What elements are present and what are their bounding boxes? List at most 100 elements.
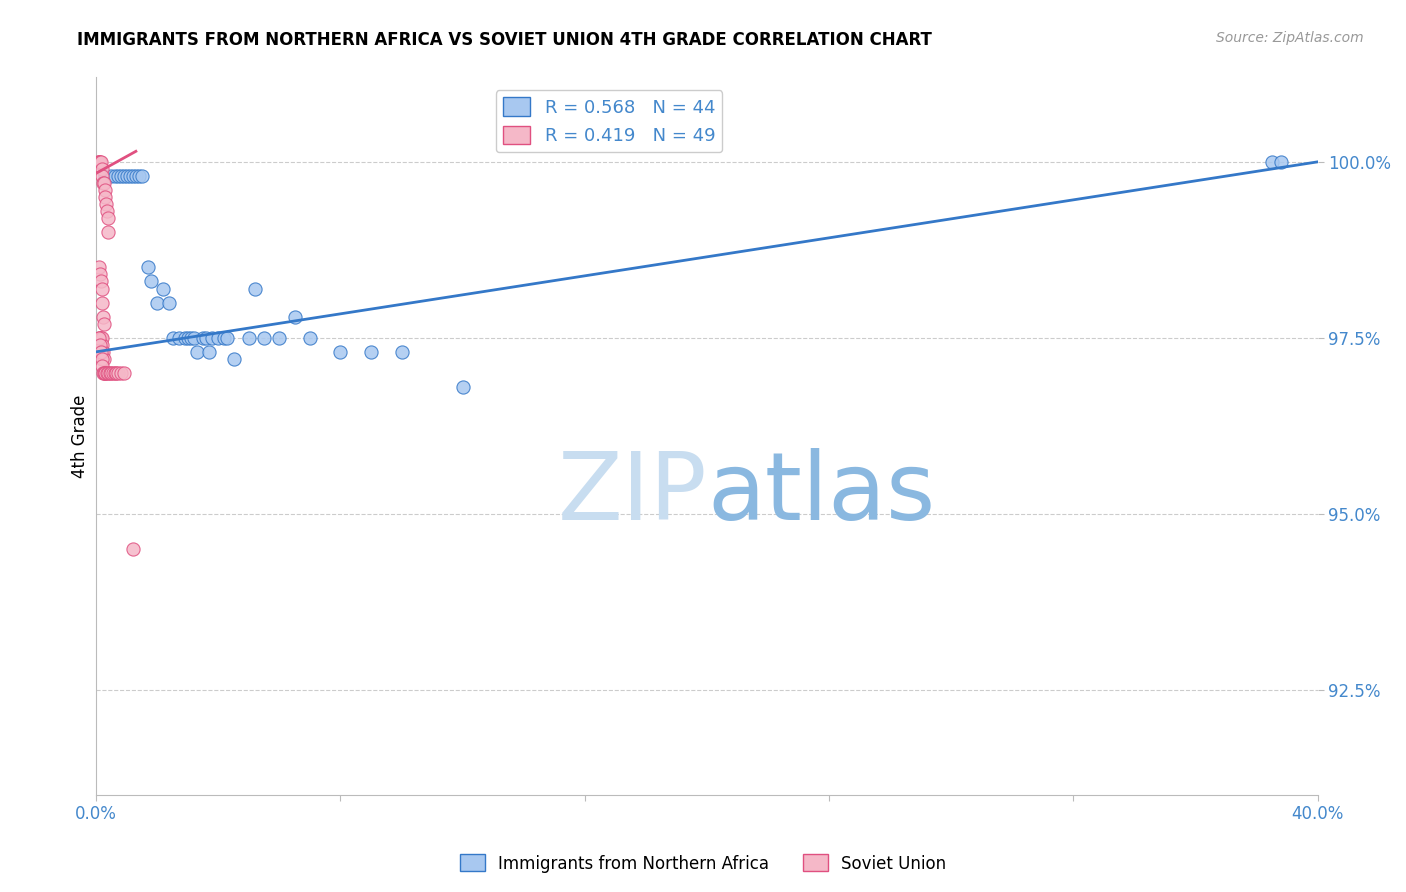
Point (89, 268, 111, 282)
Point (94, 169, 117, 183)
Point (103, 169, 125, 183)
Point (90, 344, 112, 359)
Point (121, 169, 143, 183)
Point (89, 331, 111, 345)
Text: IMMIGRANTS FROM NORTHERN AFRICA VS SOVIET UNION 4TH GRADE CORRELATION CHART: IMMIGRANTS FROM NORTHERN AFRICA VS SOVIE… (77, 31, 932, 49)
Point (96, 366, 118, 380)
Point (128, 169, 150, 183)
Point (91, 359, 114, 373)
Point (110, 169, 132, 183)
Point (391, 344, 413, 359)
Point (217, 331, 239, 345)
Point (90, 275, 112, 289)
Point (183, 331, 205, 345)
Point (451, 380, 474, 394)
Point (97, 366, 120, 380)
Point (105, 366, 128, 380)
Point (112, 366, 135, 380)
Point (86, 154, 108, 169)
Legend: Immigrants from Northern Africa, Soviet Union: Immigrants from Northern Africa, Soviet … (453, 847, 953, 880)
Point (180, 331, 202, 345)
Point (93, 317, 115, 331)
Point (94, 366, 117, 380)
Point (91, 344, 114, 359)
Point (90, 161, 112, 176)
Point (141, 275, 163, 289)
Point (107, 366, 129, 380)
Point (91, 295, 114, 310)
Point (162, 331, 184, 345)
Point (93, 183, 115, 197)
Point (269, 331, 291, 345)
Point (91, 169, 114, 183)
Legend: R = 0.568   N = 44, R = 0.419   N = 49: R = 0.568 N = 44, R = 0.419 N = 49 (496, 90, 723, 153)
Point (222, 351, 245, 366)
Point (214, 331, 236, 345)
Point (298, 331, 321, 345)
Point (253, 331, 276, 345)
Point (90, 331, 112, 345)
Point (89, 154, 111, 169)
Point (207, 331, 229, 345)
Point (125, 169, 148, 183)
Point (243, 281, 266, 295)
Point (98, 366, 121, 380)
Point (101, 366, 124, 380)
Point (159, 295, 181, 310)
Point (146, 295, 169, 310)
Point (107, 169, 129, 183)
Point (360, 344, 382, 359)
Point (186, 344, 208, 359)
Point (198, 344, 221, 359)
Point (97, 211, 120, 226)
Point (112, 169, 135, 183)
Text: Source: ZipAtlas.com: Source: ZipAtlas.com (1216, 31, 1364, 45)
Point (115, 169, 138, 183)
Point (173, 331, 195, 345)
Text: atlas: atlas (707, 448, 935, 540)
Point (177, 331, 200, 345)
Y-axis label: 4th Grade: 4th Grade (72, 394, 89, 478)
Point (91, 310, 114, 324)
Point (100, 366, 122, 380)
Point (103, 366, 125, 380)
Point (1270, 154, 1292, 169)
Point (201, 331, 224, 345)
Point (329, 344, 352, 359)
Point (90, 331, 112, 345)
Point (1261, 154, 1284, 169)
Point (94, 197, 117, 211)
Point (91, 338, 114, 352)
Point (121, 541, 143, 556)
Point (89, 331, 111, 345)
Text: ZIP: ZIP (557, 448, 707, 540)
Point (100, 169, 122, 183)
Point (89, 331, 111, 345)
Point (91, 176, 114, 190)
Point (284, 310, 307, 324)
Point (93, 366, 115, 380)
Point (90, 154, 112, 169)
Point (97, 225, 120, 239)
Point (87, 154, 110, 169)
Point (167, 331, 190, 345)
Point (90, 281, 112, 295)
Point (89, 154, 111, 169)
Point (96, 204, 118, 219)
Point (89, 338, 111, 352)
Point (238, 331, 260, 345)
Point (191, 331, 214, 345)
Point (152, 281, 174, 295)
Point (93, 176, 115, 190)
Point (131, 169, 153, 183)
Point (90, 351, 112, 366)
Point (94, 190, 117, 204)
Point (93, 366, 115, 380)
Point (136, 260, 159, 275)
Point (89, 260, 111, 275)
Point (93, 351, 115, 366)
Point (91, 366, 114, 380)
Point (110, 366, 132, 380)
Point (118, 169, 141, 183)
Point (195, 331, 218, 345)
